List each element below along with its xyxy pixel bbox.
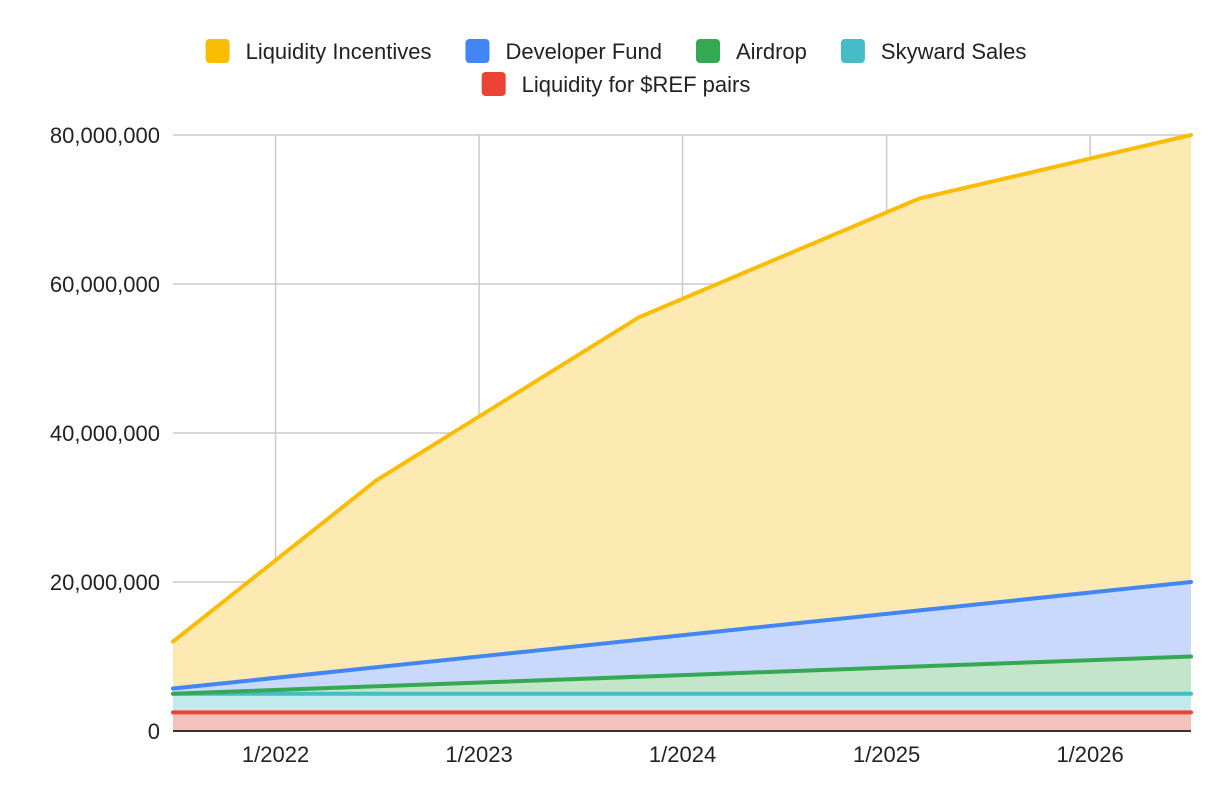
x-tick-label: 1/2022: [242, 742, 309, 767]
legend-swatch-developer-fund: [465, 39, 490, 63]
x-tick-label: 1/2023: [445, 742, 512, 767]
y-tick-label: 40,000,000: [50, 421, 160, 446]
area-skyward-sales: [173, 693, 1191, 713]
legend-swatch-skyward-sales: [840, 39, 865, 63]
legend-swatch-airdrop: [695, 39, 720, 63]
legend-label-developer-fund: Developer Fund: [505, 39, 662, 64]
area-liquidity-for-ref-pairs: [173, 712, 1191, 731]
x-tick-label: 1/2024: [649, 742, 716, 767]
y-tick-label: 0: [148, 719, 160, 744]
legend-label-liquidity-for-ref-pairs: Liquidity for $REF pairs: [522, 72, 751, 97]
series-lines: [171, 133, 1193, 715]
axes: 0 20,000,000 40,000,000 60,000,000 80,000,00…: [50, 123, 1191, 767]
legend: Liquidity Incentives Developer Fund Airdro…: [205, 39, 1027, 97]
legend-label-liquidity-incentives: Liquidity Incentives: [246, 39, 432, 64]
y-tick-label: 60,000,000: [50, 272, 160, 297]
y-tick-label: 20,000,000: [50, 570, 160, 595]
y-tick-label: 80,000,000: [50, 123, 160, 148]
legend-label-skyward-sales: Skyward Sales: [881, 39, 1027, 64]
line-developer-fund: [171, 580, 1193, 691]
x-tick-label: 1/2025: [853, 742, 920, 767]
x-tick-label: 1/2026: [1056, 742, 1123, 767]
line-airdrop: [171, 654, 1193, 696]
legend-label-airdrop: Airdrop: [736, 39, 807, 64]
line-liquidity-incentives: [171, 133, 1193, 644]
legend-swatch-liquidity-incentives: [205, 39, 230, 63]
legend-swatch-liquidity-for-ref-pairs: [481, 72, 506, 96]
area-liquidity-incentives: [173, 135, 1191, 689]
